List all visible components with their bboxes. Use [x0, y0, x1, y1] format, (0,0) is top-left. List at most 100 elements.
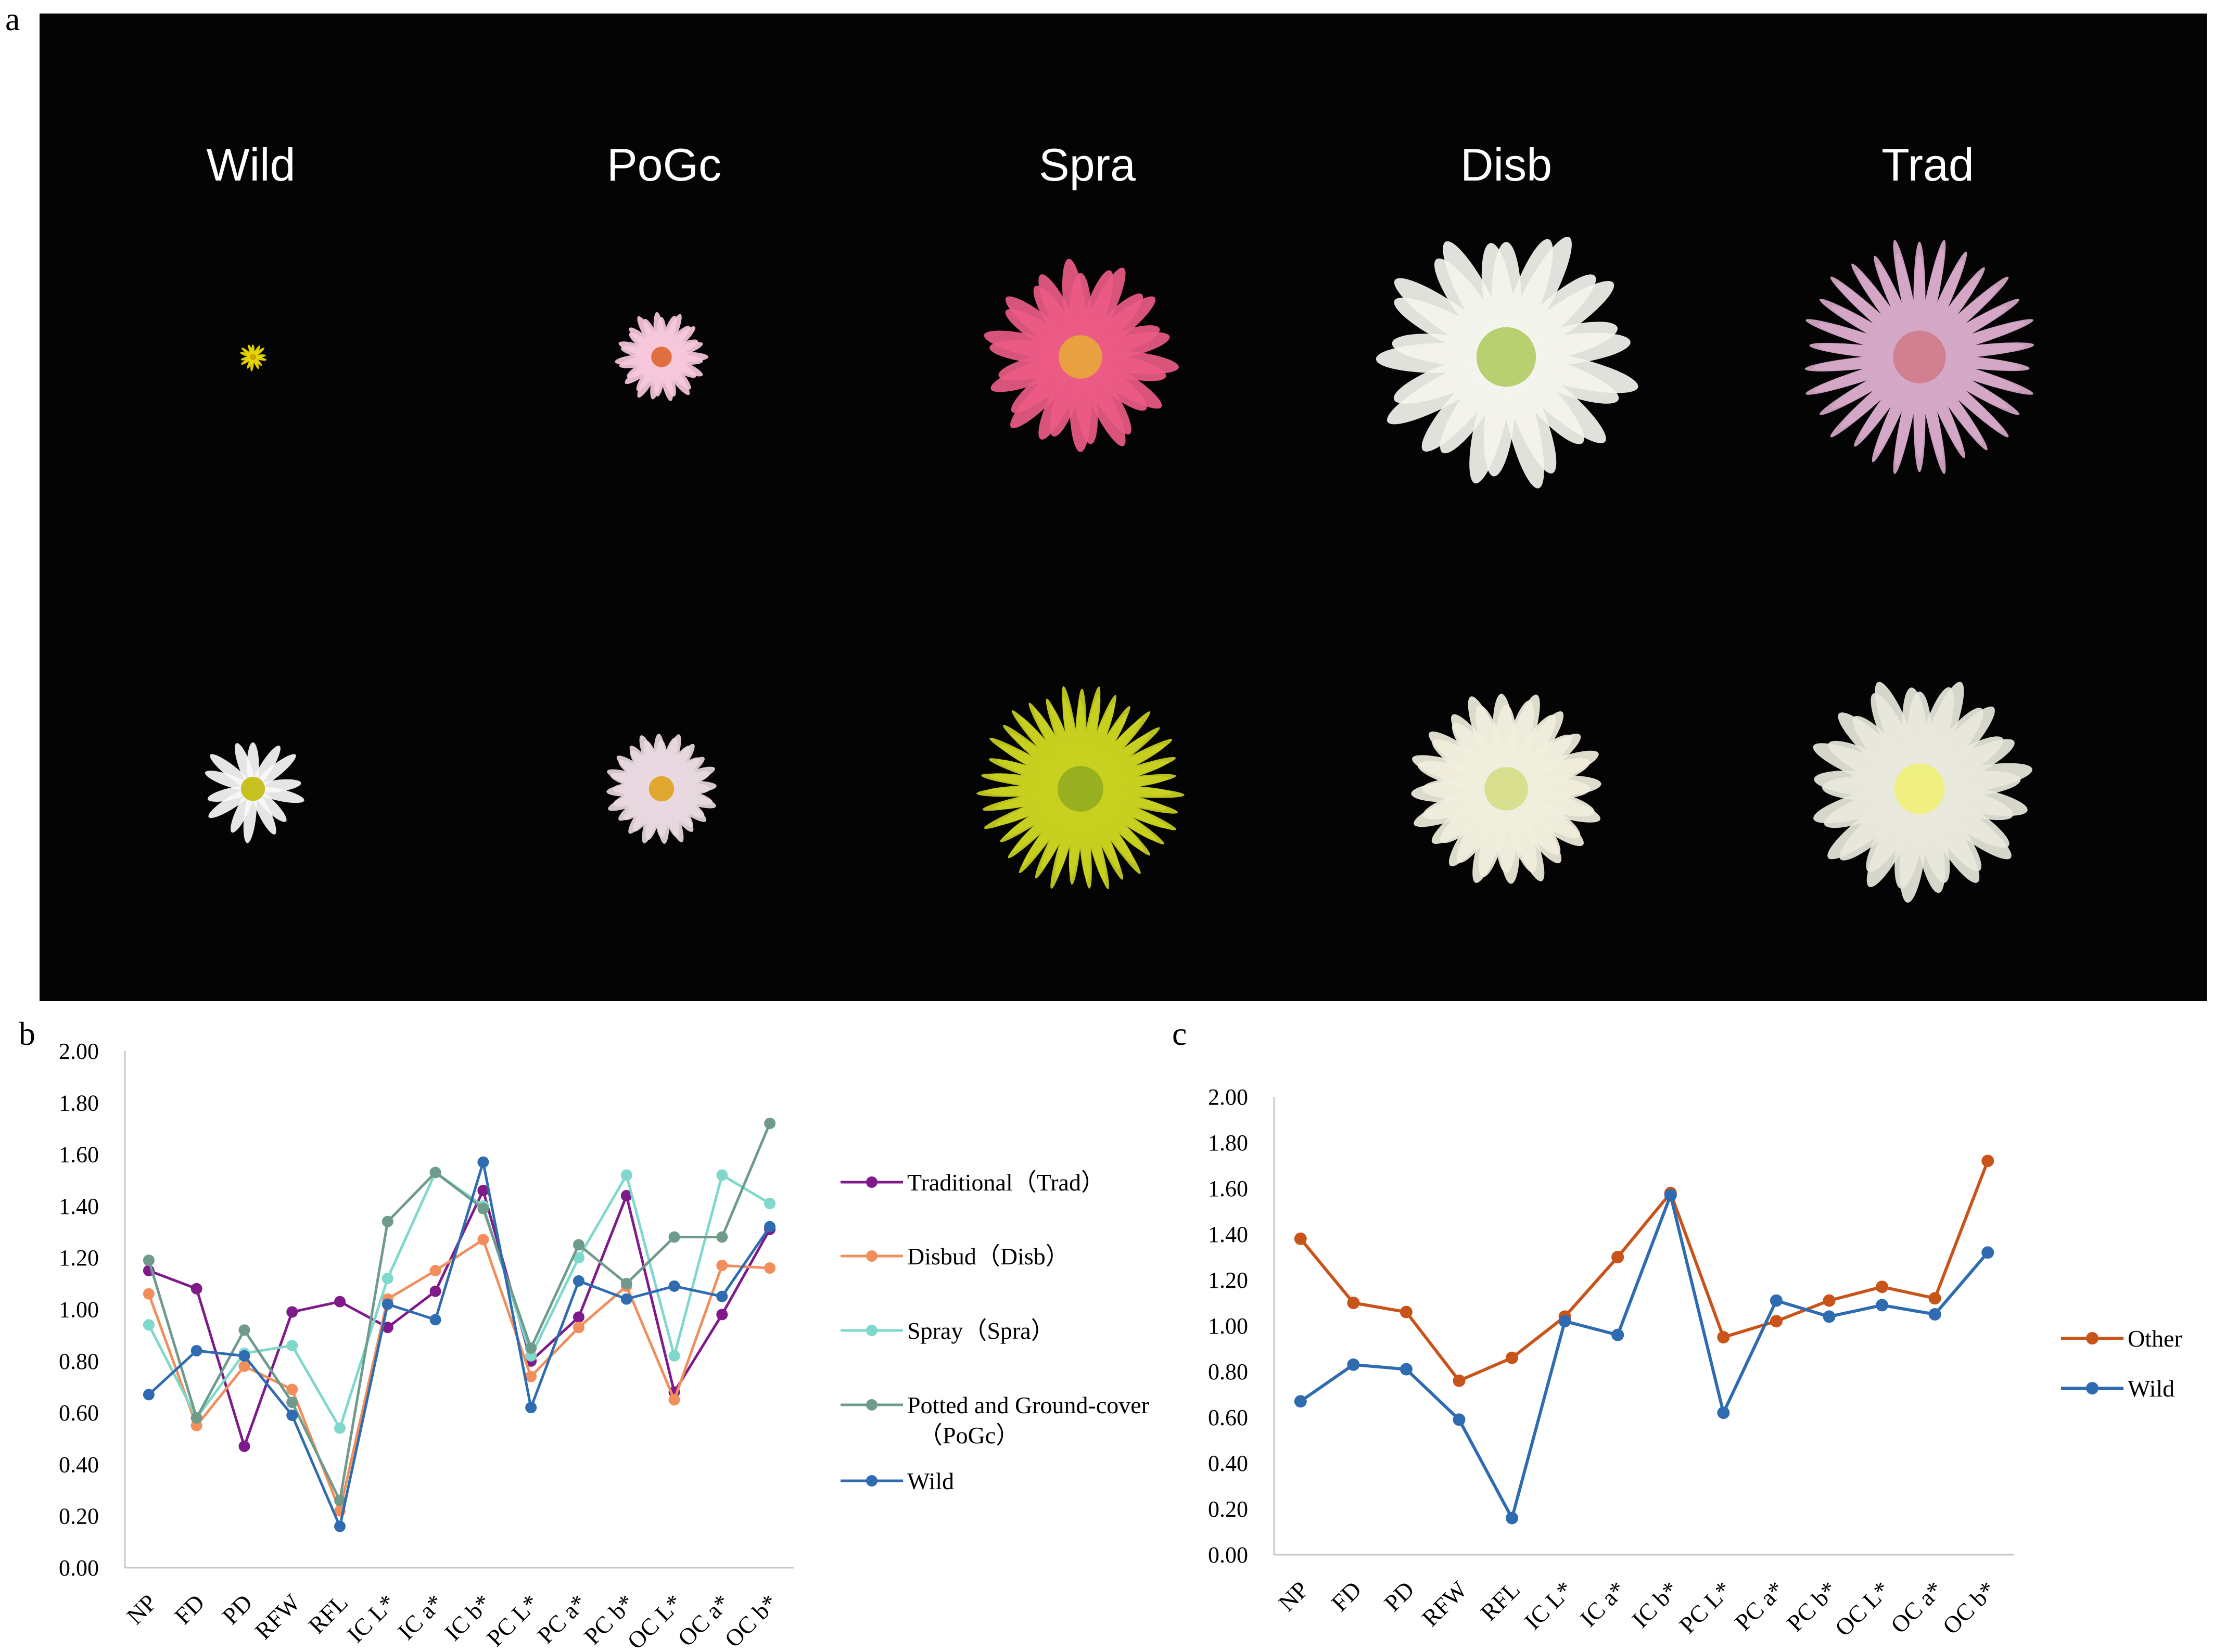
data-point [668, 1280, 680, 1292]
column-label-spra: Spra [1039, 139, 1136, 190]
y-tick-label: 1.60 [59, 1142, 99, 1168]
data-point [238, 1350, 250, 1362]
x-tick-label: IC a* [1575, 1576, 1631, 1632]
data-point [1506, 1351, 1519, 1364]
data-point [764, 1118, 776, 1130]
data-point [334, 1296, 346, 1308]
data-point [573, 1311, 584, 1323]
x-tick-label: IC L* [342, 1589, 401, 1648]
x-tick-label: RFL [303, 1589, 353, 1639]
y-tick-label: 0.40 [1208, 1451, 1248, 1476]
data-point [143, 1254, 155, 1266]
data-point [1664, 1186, 1677, 1199]
data-point [1294, 1232, 1307, 1245]
data-point [1981, 1155, 1994, 1168]
legend-item-4: Wild [841, 1468, 954, 1494]
data-point [1876, 1280, 1889, 1294]
x-tick-label: NP [1273, 1576, 1314, 1617]
data-point [1453, 1413, 1466, 1426]
data-point [477, 1234, 489, 1246]
x-tick-label: IC b* [439, 1589, 496, 1646]
column-label-trad: Trad [1881, 139, 1974, 190]
data-point [1347, 1358, 1360, 1371]
series-line-0 [148, 1186, 771, 1451]
data-point [381, 1215, 393, 1227]
data-point [381, 1272, 393, 1284]
data-point [573, 1322, 584, 1334]
x-tick-label: RFW [250, 1589, 306, 1645]
y-tick-label: 2.00 [1208, 1084, 1248, 1110]
x-tick-label: PC a* [1729, 1576, 1789, 1636]
y-tick-label: 1.40 [1208, 1222, 1248, 1247]
y-tick-label: 1.60 [1208, 1176, 1248, 1201]
y-tick-label: 0.60 [1208, 1405, 1248, 1430]
data-point [477, 1156, 489, 1168]
column-label-disb: Disb [1460, 139, 1553, 190]
y-tick-label: 1.80 [59, 1090, 99, 1116]
flower-disb-row2 [1411, 694, 1601, 884]
data-point [1453, 1374, 1466, 1387]
data-point [190, 1344, 202, 1356]
data-point [1294, 1395, 1307, 1408]
data-point [1611, 1251, 1624, 1263]
flower-photo-panel: Wild PoGc Spra Disb Trad [40, 14, 2207, 1001]
data-point [716, 1231, 728, 1243]
x-tick-label: RFW [1417, 1576, 1472, 1632]
x-tick-label: OC L* [1830, 1576, 1896, 1642]
data-point [238, 1347, 250, 1359]
data-point [716, 1260, 728, 1272]
data-point [429, 1265, 441, 1277]
y-tick-label: 0.00 [59, 1555, 99, 1581]
x-tick-label: PD [1379, 1576, 1419, 1617]
column-label-wild: Wild [206, 139, 296, 190]
data-point [764, 1197, 776, 1209]
data-point [525, 1350, 537, 1362]
y-tick-label: 1.80 [1208, 1130, 1248, 1156]
data-point [1823, 1310, 1836, 1323]
flower-pogc-row2 [606, 734, 717, 844]
data-point [764, 1262, 776, 1274]
data-point [1928, 1292, 1941, 1305]
flower-pogc-row1 [615, 312, 708, 401]
legend-label: Wild [2128, 1375, 2174, 1402]
legend-item-1: Disbud（Disb） [841, 1243, 1070, 1270]
data-point [334, 1422, 346, 1434]
data-point [286, 1306, 298, 1318]
flowers-drawing [205, 237, 2034, 903]
data-point [525, 1371, 537, 1382]
x-tick-label: IC b* [1627, 1576, 1684, 1633]
flower-wild-row1 [240, 344, 267, 372]
x-tick-label: PC L* [481, 1589, 544, 1651]
data-point [238, 1324, 250, 1336]
y-tick-label: 2.00 [59, 1039, 99, 1064]
data-point [429, 1285, 441, 1297]
y-tick-label: 1.20 [1208, 1267, 1248, 1293]
data-point [429, 1314, 441, 1326]
data-point [286, 1384, 298, 1395]
y-tick-label: 1.40 [59, 1194, 99, 1219]
data-point [381, 1293, 393, 1305]
legend-label: Traditional（Trad） [907, 1169, 1105, 1196]
data-point [334, 1520, 346, 1532]
data-point [190, 1283, 202, 1295]
x-tick-label: PC b* [1782, 1576, 1842, 1637]
series-line-2 [147, 1170, 771, 1432]
y-tick-label: 0.80 [59, 1349, 99, 1374]
flower-wild-row2 [205, 742, 304, 843]
series-line-3 [147, 1123, 771, 1505]
data-point [1400, 1305, 1413, 1318]
data-point [477, 1202, 489, 1214]
x-tick-label: PC a* [532, 1589, 592, 1649]
data-point [620, 1280, 632, 1292]
data-point [1770, 1294, 1783, 1307]
data-point [573, 1252, 584, 1264]
flower-spra-row2 [976, 686, 1185, 889]
data-point [1347, 1297, 1360, 1309]
data-point [1664, 1189, 1677, 1202]
data-point [525, 1402, 537, 1414]
y-tick-label: 1.00 [1208, 1313, 1248, 1339]
legend-label: Other [2128, 1325, 2182, 1352]
data-point [143, 1265, 155, 1277]
legend-label: Potted and Ground-cover [907, 1392, 1149, 1418]
x-tick-label: OC L* [622, 1589, 688, 1652]
